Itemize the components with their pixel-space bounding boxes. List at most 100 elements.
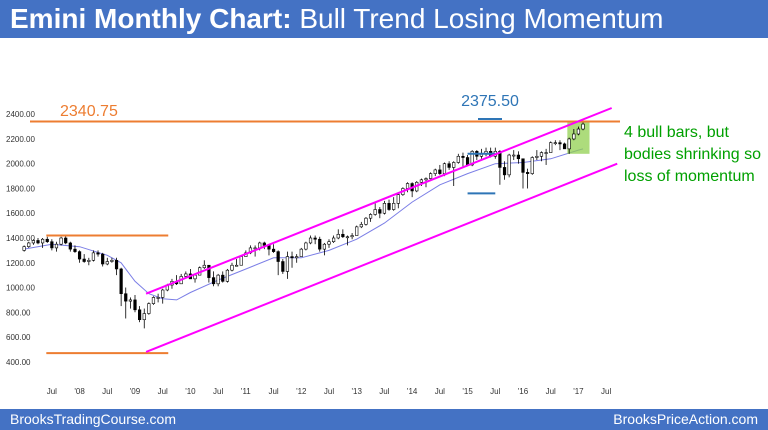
- candle-body-bull: [322, 243, 326, 250]
- candle: [535, 150, 539, 160]
- x-tick-label: '12: [296, 387, 307, 396]
- candle: [516, 151, 520, 164]
- candle-body-bull: [110, 259, 114, 262]
- candle: [142, 308, 146, 329]
- candle-body-bear: [438, 169, 442, 174]
- candle: [198, 266, 202, 276]
- x-tick-label: '15: [462, 387, 473, 396]
- candle-body-bull: [530, 157, 534, 174]
- candle-body-bear: [68, 242, 72, 250]
- candle: [355, 225, 359, 236]
- candle: [184, 271, 188, 278]
- candle-body-bull: [225, 269, 229, 282]
- candle: [498, 150, 502, 185]
- candle-body-bear: [64, 237, 68, 244]
- candle: [45, 236, 49, 243]
- candle-body-bull: [22, 246, 26, 251]
- candle: [507, 153, 511, 178]
- candle-body-bull: [355, 226, 359, 236]
- title-bar: Emini Monthly Chart: Bull Trend Losing M…: [0, 0, 768, 38]
- candle-body-bear: [318, 238, 322, 250]
- candle-body-bull: [345, 236, 350, 239]
- candle: [87, 257, 91, 266]
- candle-body-bull: [41, 238, 45, 244]
- moving-average-line: [24, 148, 584, 301]
- candle: [327, 239, 331, 248]
- candle-body-bull: [91, 252, 96, 261]
- candle-body-bear: [124, 293, 128, 302]
- candle-body-bull: [295, 256, 299, 259]
- candle: [151, 296, 156, 305]
- x-tick-label: '14: [407, 387, 418, 396]
- candle: [128, 297, 132, 309]
- footer-right-link[interactable]: BrooksPriceAction.com: [613, 411, 758, 427]
- chart-title-bold: Emini Monthly Chart:: [10, 3, 292, 34]
- y-tick-label: 1400.00: [6, 234, 35, 243]
- candle: [461, 152, 465, 168]
- candle: [174, 275, 179, 286]
- y-tick-label: 2200.00: [6, 135, 35, 144]
- candle-body-bull: [202, 264, 206, 269]
- candle-body-bull: [419, 179, 423, 183]
- candle: [36, 238, 40, 245]
- candle: [110, 257, 114, 263]
- candle: [299, 247, 303, 257]
- candle-body-bull: [576, 128, 581, 135]
- candle: [285, 251, 290, 279]
- candle: [119, 267, 123, 307]
- footer-left-link[interactable]: BrooksTradingCourse.com: [10, 411, 176, 427]
- candle: [378, 207, 382, 219]
- candle-body-bear: [387, 203, 391, 210]
- candle-body-bull: [230, 264, 234, 271]
- candle-body-bear: [558, 142, 562, 145]
- candle-body-bear: [45, 238, 49, 243]
- candle-body-bull: [512, 154, 516, 157]
- candle: [31, 239, 35, 245]
- candle: [502, 161, 507, 180]
- candle-body-bull: [27, 242, 31, 247]
- candle: [50, 239, 54, 251]
- candle-body-bear: [101, 253, 105, 265]
- candle-body-bear: [447, 163, 451, 168]
- candle: [91, 250, 96, 262]
- candle: [41, 238, 45, 248]
- candle: [211, 271, 216, 287]
- candle: [216, 273, 220, 287]
- candle-body-bull: [507, 154, 511, 176]
- candle-body-bull: [285, 256, 290, 272]
- candle-body-bear: [461, 155, 465, 158]
- x-tick-label: '16: [518, 387, 529, 396]
- candle: [308, 235, 313, 245]
- candle: [138, 306, 142, 323]
- y-tick-label: 2400.00: [6, 110, 35, 119]
- candle: [105, 257, 109, 266]
- channel-lower-line: [145, 162, 618, 353]
- x-tick-label: '09: [130, 387, 141, 396]
- candle: [368, 213, 373, 222]
- candle-body-bear: [36, 240, 40, 244]
- candle: [359, 221, 363, 229]
- candle-body-bull: [235, 264, 239, 267]
- candle: [549, 141, 553, 153]
- x-tick-label: Jul: [102, 387, 112, 396]
- candle-body-bull: [572, 133, 576, 140]
- candle: [530, 156, 534, 175]
- candle: [456, 153, 460, 164]
- candle-body-bull: [31, 240, 35, 244]
- candle-body-bull: [184, 273, 188, 277]
- candle-body-bear: [281, 261, 285, 272]
- candle-body-bear: [313, 237, 317, 240]
- candle: [276, 250, 280, 276]
- candle-body-bear: [138, 309, 142, 321]
- candlestick-chart: 2340.75 2375.50 4 bull bars, but bodies shr…: [6, 93, 761, 396]
- candle-body-bull: [336, 233, 340, 239]
- candle: [124, 287, 128, 319]
- candle-body-bear: [50, 241, 54, 249]
- candle-body-bull: [452, 162, 456, 168]
- x-tick-label: '13: [351, 387, 362, 396]
- y-tick-label: 1000.00: [6, 284, 35, 293]
- target-label: 2375.50: [461, 93, 519, 110]
- x-tick-label: Jul: [324, 387, 334, 396]
- candle-body-bull: [147, 303, 151, 314]
- candle: [202, 260, 206, 269]
